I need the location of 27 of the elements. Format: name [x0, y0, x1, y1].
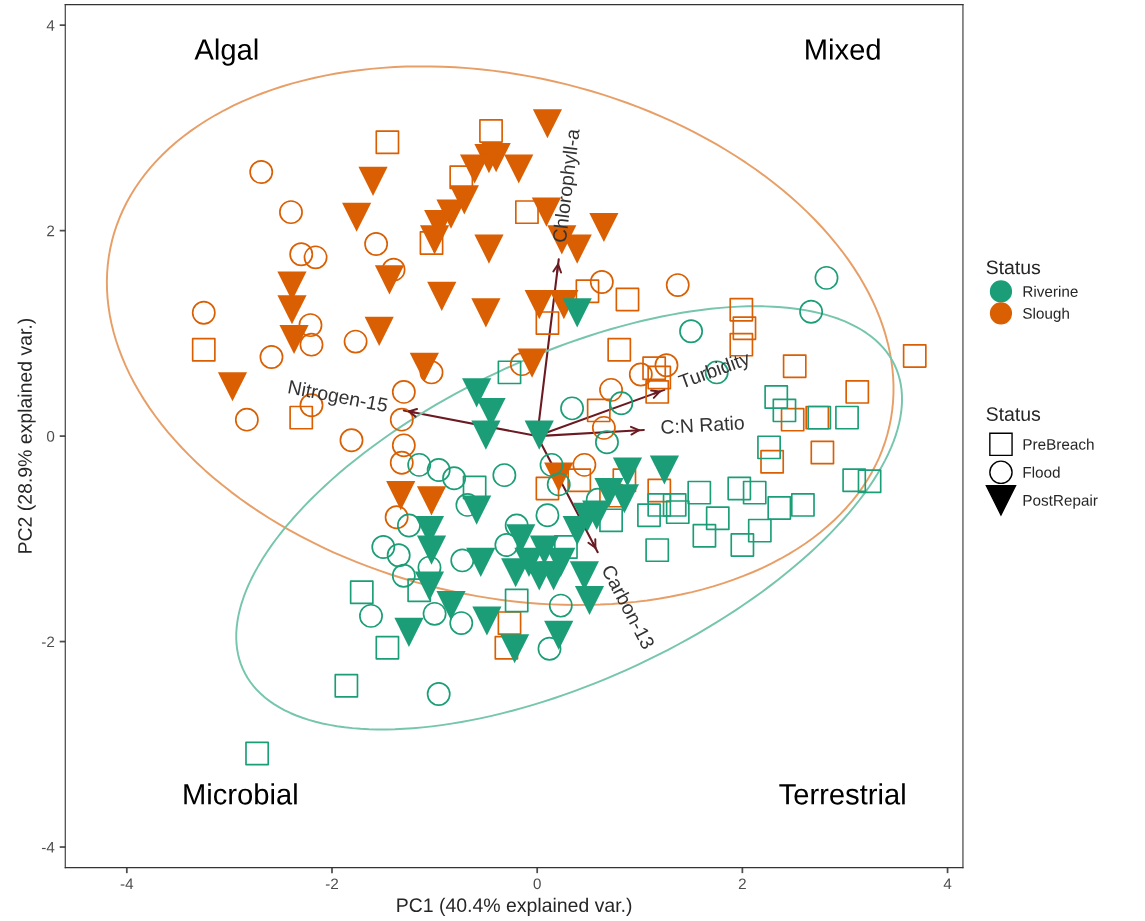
x-tick-label: 4: [943, 878, 952, 890]
annotation: Turbidity: [677, 350, 753, 393]
annotation: Terrestrial: [779, 783, 905, 805]
annotation: Microbial: [184, 783, 297, 805]
y-tick-label: 2: [47, 225, 55, 237]
x-axis-title: PC1 (40.4% explained var.): [397, 897, 632, 916]
x-tick-label: 0: [533, 878, 541, 890]
annotation: Algal: [194, 38, 258, 66]
legend-title: Status: [986, 260, 1041, 275]
text: Status: [986, 407, 1041, 421]
y-tick-label: 4: [46, 20, 55, 31]
annotation: Nitrogen-15: [287, 379, 389, 417]
y-axis-title: PC2 (28.9% explained var.): [17, 318, 36, 553]
annotation: C:N Ratio: [660, 415, 745, 435]
legend-label: PostRepair: [1023, 494, 1098, 509]
x-tick-label: 2: [738, 878, 746, 890]
legend-label: Slough: [1023, 307, 1069, 322]
legend-label: PreBreach: [1023, 438, 1094, 450]
x-tick-label: -2: [325, 878, 339, 890]
legend-label: Flood: [1023, 466, 1060, 478]
y-tick-label: 0: [46, 430, 55, 442]
annotation: Chlorophyll-a: [551, 128, 584, 243]
x-tick-label: -4: [120, 878, 134, 890]
legend-label: Riverine: [1023, 285, 1078, 297]
y-tick-label: -2: [41, 636, 55, 648]
y-tick-label: -4: [41, 842, 55, 853]
annotation: Mixed: [806, 38, 880, 60]
